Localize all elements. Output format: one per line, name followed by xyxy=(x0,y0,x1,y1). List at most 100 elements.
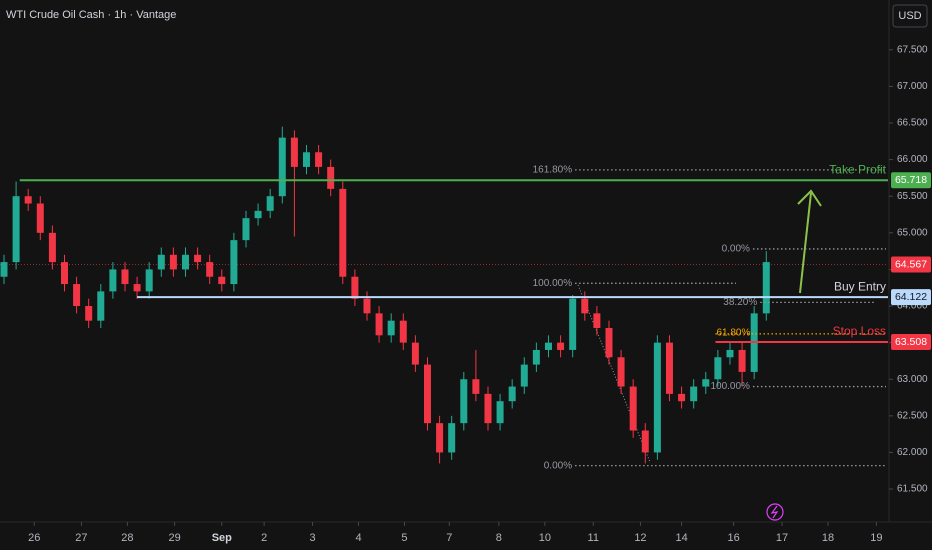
candle-body xyxy=(133,284,141,292)
price-tag-label: 64.122 xyxy=(895,291,927,303)
fib-label: 161.80% xyxy=(533,164,573,175)
chart-title: WTI Crude Oil Cash · 1h · Vantage xyxy=(6,9,176,21)
candle-body xyxy=(109,269,117,292)
price-tag-label: 65.718 xyxy=(895,174,927,186)
y-tick-label: 67.000 xyxy=(897,81,928,92)
candle-body xyxy=(290,137,298,167)
candle-body xyxy=(557,342,565,350)
candle-body xyxy=(145,269,153,292)
x-tick-label: 4 xyxy=(355,532,361,544)
candle-body xyxy=(629,386,637,431)
candle-body xyxy=(678,393,686,402)
price-tag xyxy=(891,172,931,189)
fib-label: 61.80% xyxy=(716,327,750,338)
candle-body xyxy=(436,423,444,453)
candle-body xyxy=(653,342,661,453)
x-tick-label: 27 xyxy=(75,532,87,544)
candle-body xyxy=(726,349,734,358)
x-tick-label: 26 xyxy=(28,532,40,544)
price-tag-label: 63.508 xyxy=(895,336,927,348)
candle-body xyxy=(714,357,722,380)
candle-body xyxy=(339,188,347,277)
x-tick-label: 2 xyxy=(261,532,267,544)
candle-body xyxy=(48,232,56,263)
candle-body xyxy=(496,401,504,424)
price-tag xyxy=(891,334,931,351)
candle-body xyxy=(206,262,214,277)
candle-body xyxy=(363,298,371,314)
y-tick-label: 65.000 xyxy=(897,227,928,238)
candle-body xyxy=(218,276,226,285)
x-tick-label: 28 xyxy=(121,532,133,544)
x-tick-label: 11 xyxy=(588,532,599,544)
currency-label[interactable]: USD xyxy=(898,10,921,22)
candle-body xyxy=(278,137,286,197)
y-tick-label: 64.000 xyxy=(897,301,928,312)
candle-body xyxy=(617,357,625,387)
price-tag xyxy=(891,256,931,273)
candle-body xyxy=(448,423,456,453)
candle-body xyxy=(85,306,93,321)
candle-body xyxy=(508,386,516,402)
candle-body xyxy=(97,291,105,321)
candle-body xyxy=(399,320,407,343)
candle-body xyxy=(194,254,202,263)
candle-body xyxy=(375,313,383,336)
candle-body xyxy=(581,298,589,314)
fib-trend-line xyxy=(577,284,651,463)
price-tag-label: 64.567 xyxy=(895,258,927,270)
x-tick-label: 7 xyxy=(446,532,452,544)
candle-body xyxy=(411,342,419,365)
y-tick-label: 62.500 xyxy=(897,410,928,421)
candle-body xyxy=(73,284,81,307)
candle-body xyxy=(460,379,468,424)
x-tick-label: 10 xyxy=(539,532,551,544)
level-name: Stop Loss xyxy=(833,324,886,338)
x-tick-label: 29 xyxy=(168,532,180,544)
x-tick-label: Sep xyxy=(212,532,232,544)
candle-body xyxy=(302,152,310,167)
candle-body xyxy=(690,386,698,402)
candle-body xyxy=(327,166,335,189)
candle-body xyxy=(484,393,492,424)
candle-body xyxy=(605,327,613,358)
x-tick-label: 18 xyxy=(822,532,834,544)
y-tick-label: 65.500 xyxy=(897,191,928,202)
candle-body xyxy=(702,379,710,387)
currency-button[interactable] xyxy=(892,4,928,28)
y-tick-label: 67.500 xyxy=(897,44,928,55)
candle-body xyxy=(121,269,129,285)
candle-body xyxy=(169,254,177,270)
x-tick-label: 5 xyxy=(401,532,407,544)
candle-body xyxy=(60,262,68,285)
candle-body xyxy=(520,364,528,387)
candle-body xyxy=(641,430,649,453)
x-tick-label: 19 xyxy=(870,532,882,544)
y-tick-label: 61.500 xyxy=(897,484,928,495)
level-name: Buy Entry xyxy=(834,279,886,293)
candle-body xyxy=(24,196,32,204)
x-tick-label: 17 xyxy=(776,532,788,544)
y-tick-label: 62.000 xyxy=(897,447,928,458)
candle-body xyxy=(181,254,189,270)
candle-body xyxy=(532,349,540,365)
candle-body xyxy=(569,298,577,350)
candle-body xyxy=(0,262,8,277)
x-tick-label: 12 xyxy=(634,532,646,544)
fib-label: 100.00% xyxy=(533,278,573,289)
price-tag xyxy=(891,289,931,306)
candle-body xyxy=(351,276,359,299)
candle-body xyxy=(315,152,323,167)
fib-label: 0.00% xyxy=(722,244,750,255)
alert-icon[interactable] xyxy=(766,503,784,521)
candle-body xyxy=(157,254,165,270)
candle-body xyxy=(738,349,746,372)
x-tick-label: 14 xyxy=(675,532,687,544)
candle-body xyxy=(387,320,395,336)
x-tick-label: 3 xyxy=(309,532,315,544)
fib-label: 0.00% xyxy=(544,460,572,471)
arrow xyxy=(797,189,822,294)
candle-body xyxy=(762,262,770,314)
